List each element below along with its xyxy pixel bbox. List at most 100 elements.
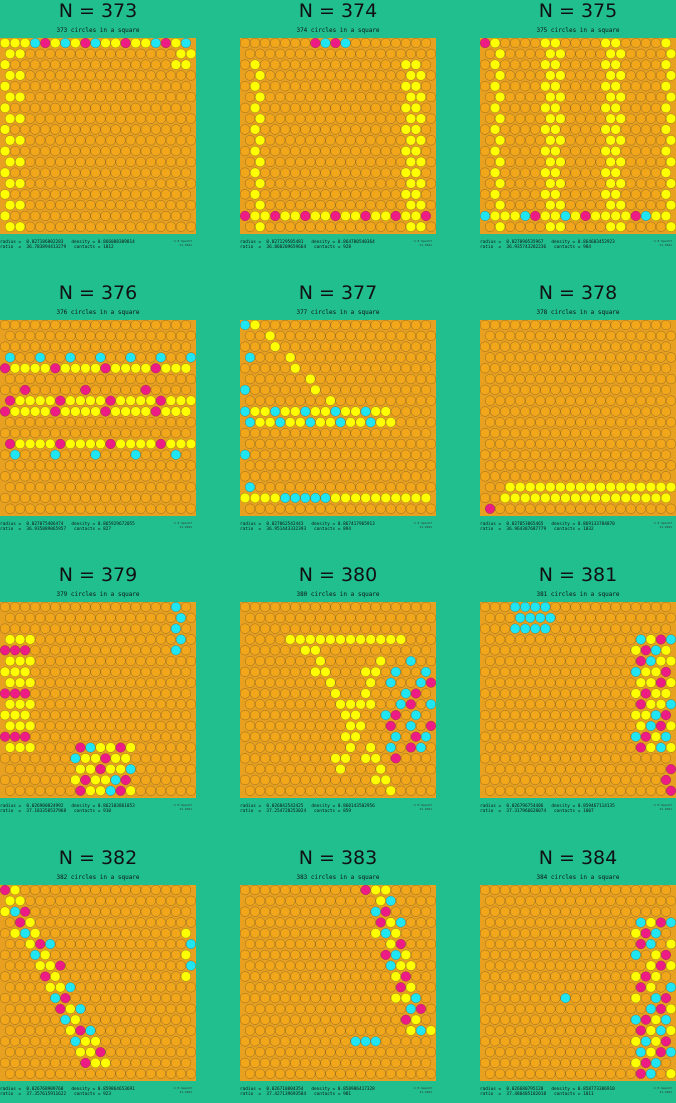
packed-circle xyxy=(40,471,51,482)
packed-circle xyxy=(90,320,101,331)
packed-circle xyxy=(490,471,501,482)
packed-circle xyxy=(305,156,316,167)
packed-circle xyxy=(30,471,41,482)
packed-circle xyxy=(615,677,626,688)
packed-circle xyxy=(290,666,301,677)
packed-circle xyxy=(645,92,656,103)
packed-circle xyxy=(50,341,61,352)
packed-circle xyxy=(635,221,646,232)
packed-circle xyxy=(410,688,421,699)
packed-circle xyxy=(490,666,501,677)
packed-circle xyxy=(90,471,101,482)
packed-circle xyxy=(35,330,46,341)
packed-circle xyxy=(110,363,121,374)
packed-circle xyxy=(390,688,401,699)
packed-circle xyxy=(525,221,536,232)
packed-circle xyxy=(665,482,676,493)
packed-circle xyxy=(95,200,106,211)
packed-circle xyxy=(605,895,616,906)
packed-circle xyxy=(70,210,81,221)
packed-circle xyxy=(395,92,406,103)
packed-circle xyxy=(585,1068,596,1079)
packed-circle xyxy=(395,677,406,688)
packed-circle xyxy=(360,363,371,374)
packed-circle xyxy=(110,167,121,178)
packed-circle xyxy=(410,38,421,49)
packed-circle xyxy=(30,645,41,656)
packed-circle xyxy=(260,384,271,395)
packed-circle xyxy=(260,602,271,613)
packed-circle xyxy=(90,1057,101,1068)
packed-circle xyxy=(275,70,286,81)
packed-circle xyxy=(255,48,266,59)
packed-circle xyxy=(595,438,606,449)
packed-circle xyxy=(300,710,311,721)
packed-circle xyxy=(270,928,281,939)
packed-circle xyxy=(570,406,581,417)
packed-circle xyxy=(290,710,301,721)
packed-circle xyxy=(265,113,276,124)
packed-circle xyxy=(570,774,581,785)
packed-circle xyxy=(320,146,331,157)
packed-circle xyxy=(265,48,276,59)
packed-circle xyxy=(180,341,191,352)
packed-circle xyxy=(50,102,61,113)
packed-circle xyxy=(390,731,401,742)
packed-circle xyxy=(330,471,341,482)
packed-circle xyxy=(245,92,256,103)
packed-circle xyxy=(50,38,61,49)
packed-circle xyxy=(285,330,296,341)
packed-circle xyxy=(365,48,376,59)
packed-circle xyxy=(535,1003,546,1014)
packed-circle xyxy=(525,982,536,993)
packed-circle xyxy=(45,156,56,167)
packed-circle xyxy=(330,645,341,656)
packed-circle xyxy=(30,928,41,939)
packed-circle xyxy=(410,363,421,374)
packed-circle xyxy=(160,59,171,70)
packed-circle xyxy=(350,320,361,331)
packed-circle xyxy=(50,167,61,178)
packed-circle xyxy=(120,688,131,699)
packed-circle xyxy=(155,503,166,514)
packed-circle xyxy=(660,210,671,221)
packed-circle xyxy=(355,221,366,232)
packed-circle xyxy=(600,406,611,417)
packed-circle xyxy=(495,92,506,103)
packed-circle xyxy=(425,156,436,167)
packed-circle xyxy=(35,374,46,385)
packed-circle xyxy=(95,48,106,59)
packed-circle xyxy=(0,1057,11,1068)
packed-circle xyxy=(545,200,556,211)
packed-circle xyxy=(290,688,301,699)
packed-circle xyxy=(530,449,541,460)
packed-circle xyxy=(30,124,41,135)
packed-circle xyxy=(275,417,286,428)
packed-circle xyxy=(70,710,81,721)
packed-circle xyxy=(570,189,581,200)
packed-circle xyxy=(610,124,621,135)
packed-circle xyxy=(340,471,351,482)
packed-circle xyxy=(50,993,61,1004)
packed-circle xyxy=(505,1025,516,1036)
packed-circle xyxy=(635,939,646,950)
packed-circle xyxy=(15,395,26,406)
packed-circle xyxy=(555,1025,566,1036)
packed-circle xyxy=(55,1025,66,1036)
packed-circle xyxy=(160,753,171,764)
packed-circle xyxy=(145,612,156,623)
packed-circle xyxy=(590,384,601,395)
packed-circle xyxy=(345,395,356,406)
packed-circle xyxy=(75,982,86,993)
packed-circle xyxy=(330,731,341,742)
packed-circle xyxy=(280,949,291,960)
packed-circle xyxy=(265,612,276,623)
packed-circle xyxy=(180,492,191,503)
packed-circle xyxy=(385,92,396,103)
packed-circle xyxy=(550,993,561,1004)
packed-circle xyxy=(30,731,41,742)
packed-circle xyxy=(620,320,631,331)
packed-circle xyxy=(410,146,421,157)
packed-circle xyxy=(370,1036,381,1047)
packed-circle xyxy=(340,731,351,742)
